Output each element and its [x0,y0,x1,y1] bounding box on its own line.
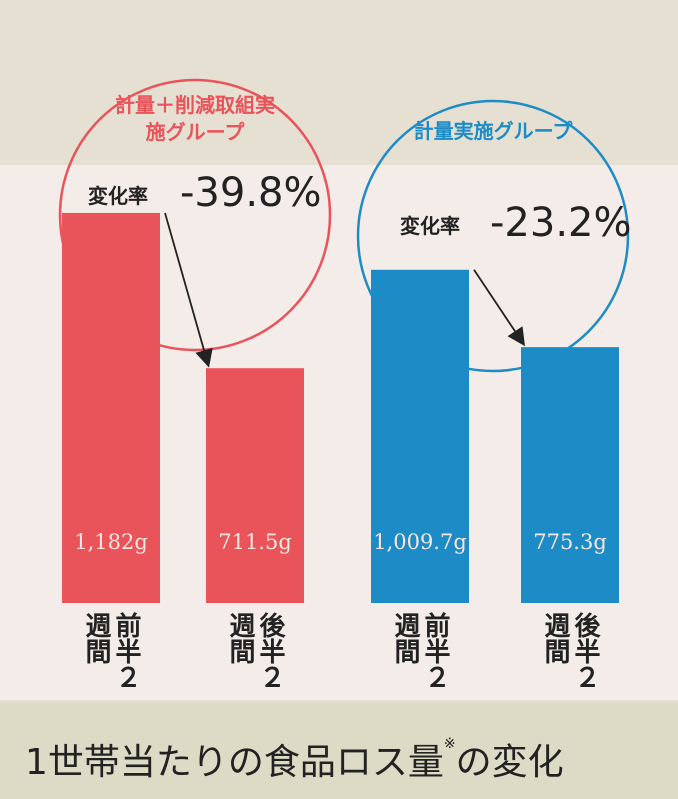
title-band [0,702,678,799]
x-tick-label: 前半２週間 [81,612,141,690]
arrow [164,212,213,368]
bar [62,212,160,603]
legend-label: 計量＋削減取組実施グループ [115,93,275,144]
change-caption: 変化率 [400,214,460,238]
value-label: 1,009.7g [373,530,467,554]
group-circle [356,99,630,373]
title-suffix: の変化 [455,742,564,783]
value-label: 1,182g [74,530,148,554]
change-caption: 変化率 [88,184,148,208]
bar [371,269,469,603]
x-tick-label: 後半２週間 [540,612,600,690]
value-label: 775.3g [533,530,607,554]
note-mark: ※ [443,736,456,752]
bar [206,368,304,603]
x-tick-label: 前半２週間 [390,612,450,690]
change-value: -23.2% [490,200,632,246]
bar [521,347,619,603]
group-circle [58,78,332,352]
x-tick-label: 後半２週間 [225,612,285,690]
arrow [473,269,525,347]
chart-title: 1世帯当たりの食品ロス量※の変化 [25,733,564,785]
change-value: -39.8% [180,170,322,216]
value-label: 711.5g [218,530,292,554]
legend-label: 計量実施グループ [413,119,573,143]
title-text: 1世帯当たりの食品ロス量 [25,742,444,783]
